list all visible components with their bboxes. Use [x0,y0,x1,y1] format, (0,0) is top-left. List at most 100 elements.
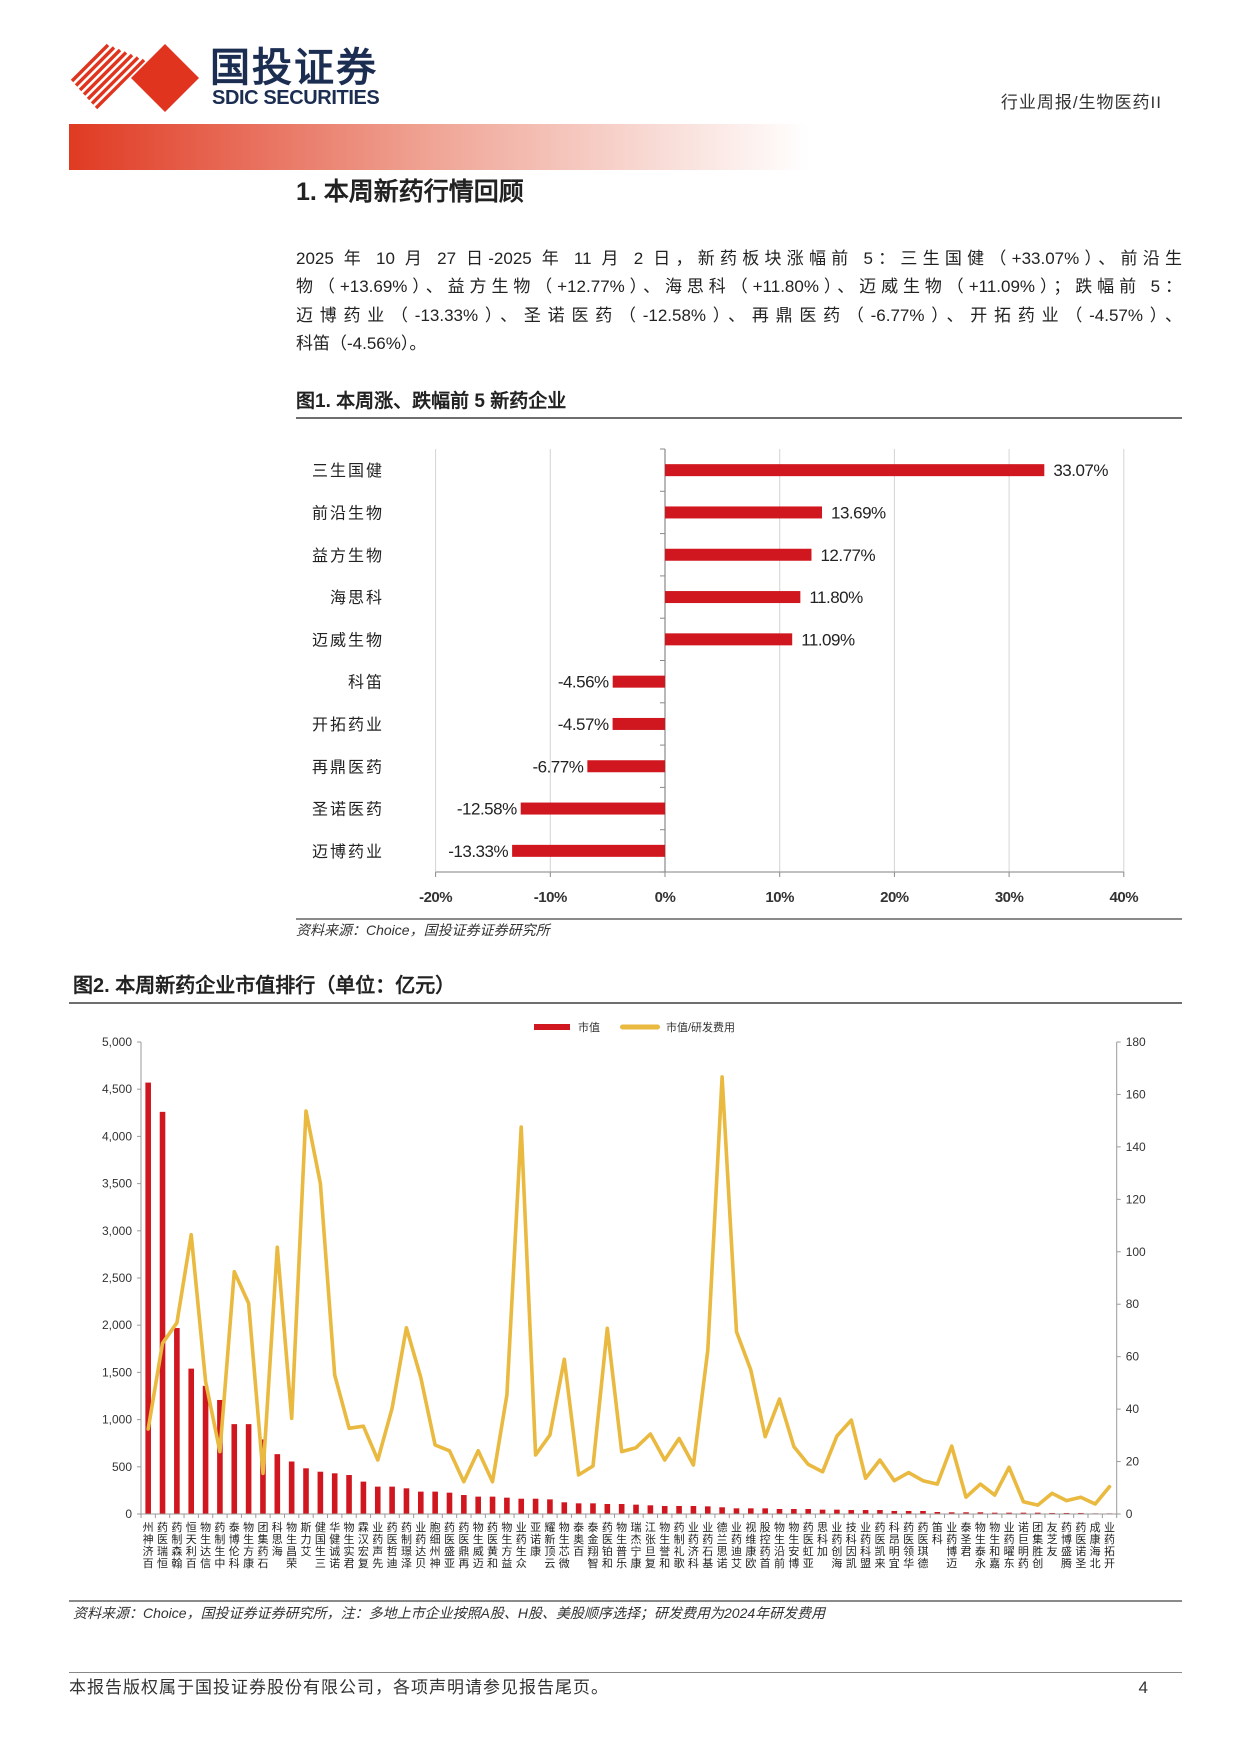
bar-value-label: 33.07% [1053,461,1108,480]
footer-divider [69,1672,1182,1673]
bar [848,1510,855,1514]
category-label-char: 前 [774,1556,785,1570]
category-label-char: 药 [1004,1533,1015,1546]
left-axis-tick-label: 2,500 [102,1271,132,1285]
right-axis-tick-label: 100 [1126,1245,1146,1259]
category-label-char: 圣 [961,1533,972,1546]
x-axis-tick-label: 40% [1110,889,1139,906]
category-label-char: 科 [932,1532,943,1546]
category-label-char: 迪 [731,1545,742,1558]
category-label-char: 智 [587,1556,598,1570]
category-label-char: 药 [516,1533,527,1546]
category-label-char: 物 [243,1520,254,1534]
figure2-source: 资料来源：Choice，国投证券证券研究所，注：多地上市企业按照A股、H股、美股… [73,1605,826,1621]
category-label-char: 普 [616,1544,627,1558]
left-axis-tick-label: 0 [125,1507,132,1521]
figure1-title: 图1. 本周涨、跌幅前 5 新药企业 [296,391,567,412]
figure2-combo-chart: 市值 市值/研发费用 0 500 1,000 1,500 2,000 2,500 3,000 3,… [102,1020,1146,1570]
category-label-char: 海 [831,1556,842,1570]
category-label-char: 药 [917,1521,928,1534]
bar [475,1496,481,1514]
category-label-char: 药 [946,1533,957,1546]
category-label-char: 业 [372,1521,383,1534]
bar [704,1506,711,1514]
category-label-char: 药 [731,1533,742,1546]
bar [202,1385,209,1514]
bar [303,1468,309,1514]
right-axis-tick-label: 40 [1126,1402,1140,1416]
category-label-char: 医 [803,1534,814,1546]
category-label-char: 物 [616,1520,627,1534]
category-label-char: 神 [143,1532,154,1546]
legend-label: 市值 [578,1020,600,1034]
category-label: 迈博药业 [312,843,384,861]
bar [317,1471,324,1514]
category-label-char: 药 [860,1533,871,1546]
category-label-char: 医 [1075,1534,1086,1546]
bar [920,1510,926,1514]
category-label-char: 医 [387,1534,398,1546]
bar [977,1512,984,1514]
right-axis-tick-label: 80 [1126,1297,1140,1311]
category-label-char: 生 [501,1532,512,1546]
category-label-char: 团 [257,1521,268,1534]
category-label-char: 业 [415,1521,426,1534]
category-label-char: 制 [401,1533,412,1546]
logo-chinese-name: 国投证券 [210,46,378,90]
category-label-char: 华 [329,1520,340,1534]
bar [231,1424,238,1514]
category-label-char: 德 [717,1520,728,1534]
category-label-char: 药 [1018,1557,1029,1570]
bar-value-label: -12.58% [457,800,517,819]
category-label-char: 诚 [329,1545,340,1558]
bar [389,1486,395,1514]
category-label-char: 科 [272,1520,283,1534]
bar [590,1503,596,1514]
category-label-char: 控 [760,1532,771,1546]
category-label-char: 友 [1047,1544,1058,1558]
category-label-char: 因 [846,1545,857,1558]
bar [159,1111,166,1514]
category-label: 斯力艾 [301,1521,312,1558]
bar [331,1473,338,1514]
category-label-char: 永 [975,1556,986,1570]
category-label-char: 药 [214,1521,225,1534]
category-label-char: 生 [559,1532,570,1546]
category-label-char: 康 [243,1556,254,1570]
category-label-char: 圣 [1075,1557,1086,1570]
category-label-char: 诺 [717,1557,728,1570]
bar [1063,1512,1070,1514]
category-label-char: 泰 [975,1544,986,1558]
category-label-char: 药 [1061,1521,1072,1534]
category-label-char: 生 [788,1532,799,1546]
bar [934,1512,941,1514]
category-label-char: 艾 [731,1557,742,1570]
category-label: 笛科 [932,1520,943,1546]
category-label-char: 生 [616,1532,627,1546]
bar [733,1508,740,1514]
category-label-char: 生 [774,1532,785,1546]
figure1-top-divider [296,417,1182,419]
category-label-char: 拓 [1104,1544,1115,1558]
category-label-char: 泰 [961,1520,972,1534]
category-label-char: 华 [903,1556,914,1570]
bar [504,1497,510,1514]
category-label-char: 盛 [444,1544,455,1558]
category-label-char: 药 [444,1521,455,1534]
left-axis-tick-label: 1,500 [102,1365,132,1379]
left-axis-tick-label: 3,500 [102,1177,132,1191]
bar [690,1505,697,1514]
